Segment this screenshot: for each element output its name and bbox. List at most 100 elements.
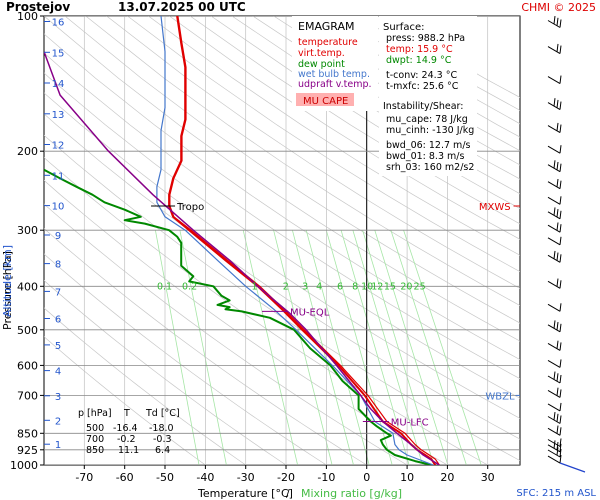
wind-barb-shaft (547, 125, 561, 134)
temperature-tick-label: -40 (196, 471, 214, 484)
mixing-ratio-line (155, 230, 200, 465)
sfc-height: SFC: 215 m ASL (516, 488, 596, 499)
mixing-ratio-line (374, 230, 449, 465)
dry-adiabat-line (148, 16, 520, 256)
mixing-ratio-line (390, 230, 467, 465)
t-conv: t-conv: 24.3 °C (386, 70, 457, 81)
wind-barb-shaft (547, 389, 561, 398)
wind-barb-shaft (547, 237, 561, 246)
wind-barb-flag (559, 280, 562, 289)
table-cell: -0.3 (153, 434, 172, 445)
wind-barb-shaft (547, 76, 561, 85)
temperature-ticks: -70 -60 -50 -40 -30 -20 -10 0 10 20 30 (75, 465, 495, 484)
table-cell: 500 (86, 423, 104, 434)
temperature-tick-label: 30 (481, 471, 495, 484)
table-cell: -0.2 (117, 434, 136, 445)
mixing-ratio-line (352, 230, 423, 465)
mixing-ratio-label: 1 (251, 281, 257, 292)
wind-barb-flag (556, 278, 559, 287)
altitude-tick-label: 16 (52, 18, 65, 29)
altitude-tick-label: 14 (52, 79, 65, 90)
wind-barb-shaft (547, 439, 561, 447)
table-cell: 11.1 (118, 445, 139, 456)
wind-barbs (547, 16, 586, 473)
wind-barb-flag (559, 180, 562, 189)
wind-barb-flag (559, 374, 562, 384)
dry-adiabat-line (64, 16, 520, 324)
mixing-ratio-label: 10 (361, 281, 373, 292)
pressure-tick-label: 200 (17, 145, 38, 158)
bwd06-value: bwd_06: 12.7 m/s (386, 140, 471, 151)
wind-barb-shaft (547, 224, 561, 233)
altitude-tick-label: 9 (55, 231, 61, 242)
legend-dew-point: dew point (298, 59, 345, 70)
wind-barb-flag (559, 254, 562, 263)
altitude-tick-label: 7 (55, 287, 61, 298)
annotation-label: MU-EQL (290, 307, 330, 318)
mixing-ratio-label: 3 (302, 281, 308, 292)
altitude-tick-label: 5 (55, 341, 61, 352)
wind-barb-flag (559, 455, 562, 464)
pressure-tick-label: 300 (17, 224, 38, 237)
mixing-ratio-label: 12 (371, 281, 383, 292)
series-lines (44, 16, 440, 465)
wind-barb-shaft (547, 181, 561, 190)
wind-barb-flag (556, 222, 559, 231)
x-axis-label-sep: / (286, 487, 290, 500)
mixing-ratio-line (242, 230, 298, 465)
wind-barb-flag (553, 412, 556, 421)
y-axis-label: Pressure [hPa] (1, 251, 14, 330)
dry-adiabat-line (127, 16, 520, 273)
wind-barb-shaft (547, 427, 561, 436)
wind-barb-flag (556, 99, 559, 108)
wind-barb-flag (559, 196, 562, 205)
table-header-t: T (123, 408, 130, 419)
surface-dwpt: dwpt: 14.9 °C (386, 55, 452, 66)
wind-barb-flag (559, 101, 562, 110)
mu-cinh-value: mu_cinh: -130 J/kg (386, 125, 474, 136)
level-table: p [hPa] T Td [°C] 500 -16.4 -18.0 700 -0… (78, 408, 180, 456)
dew-point-line (44, 168, 432, 465)
wind-barb-shaft (547, 280, 561, 289)
wind-barb-flag (556, 122, 559, 131)
temperature-tick-label: 10 (400, 471, 414, 484)
altitude-tick-label: 3 (55, 392, 61, 403)
grid-lines (44, 16, 520, 465)
temperature-tick-label: -50 (156, 471, 174, 484)
wind-barb-flag (559, 448, 562, 458)
pressure-tick-label: 1000 (10, 459, 38, 472)
x-axis-label-temp: Temperature [°C] (197, 487, 293, 500)
wind-barb-flag (556, 209, 559, 218)
table-header-p: p [hPa] (78, 408, 112, 419)
wind-barb-shaft (547, 196, 561, 205)
table-cell: -18.0 (149, 423, 174, 434)
mu-cape-badge: MU CAPE (303, 96, 348, 107)
legend-temperature: temperature (298, 37, 358, 48)
wind-barb-flag (559, 323, 562, 332)
x-axis-label-mix: Mixing ratio [g/kg] (301, 487, 402, 500)
credit: CHMI © 2025 (521, 1, 596, 14)
altitude-tick-label: 10 (52, 202, 65, 213)
wind-barb-shaft (547, 145, 561, 154)
pressure-ticks: 100 200 300 400 500 600 700 850 925 1000 (10, 10, 44, 472)
table-cell: 6.4 (155, 445, 170, 456)
datetime: 13.07.2025 00 UTC (118, 0, 246, 14)
wind-barb-shaft (547, 359, 561, 368)
wind-barb-flag (559, 443, 562, 452)
y2-axis-label: Altitude [km] (1, 245, 14, 317)
temperature-tick-label: -10 (317, 471, 335, 484)
storm-motion-vector (559, 462, 586, 473)
table-cell: 850 (86, 445, 104, 456)
altitude-tick-label: 6 (55, 315, 61, 326)
wind-barb-flag (556, 340, 559, 349)
temperature-tick-label: -60 (116, 471, 134, 484)
mixing-ratio-label: 25 (414, 281, 426, 292)
dry-adiabat-line (44, 52, 520, 380)
annotations: Tropo MU-EQL MU-LFC MXWS WBZL (151, 202, 520, 429)
annotation-label: Tropo (176, 202, 204, 213)
pressure-tick-label: 600 (17, 359, 38, 372)
wind-barb-shaft (547, 455, 561, 464)
